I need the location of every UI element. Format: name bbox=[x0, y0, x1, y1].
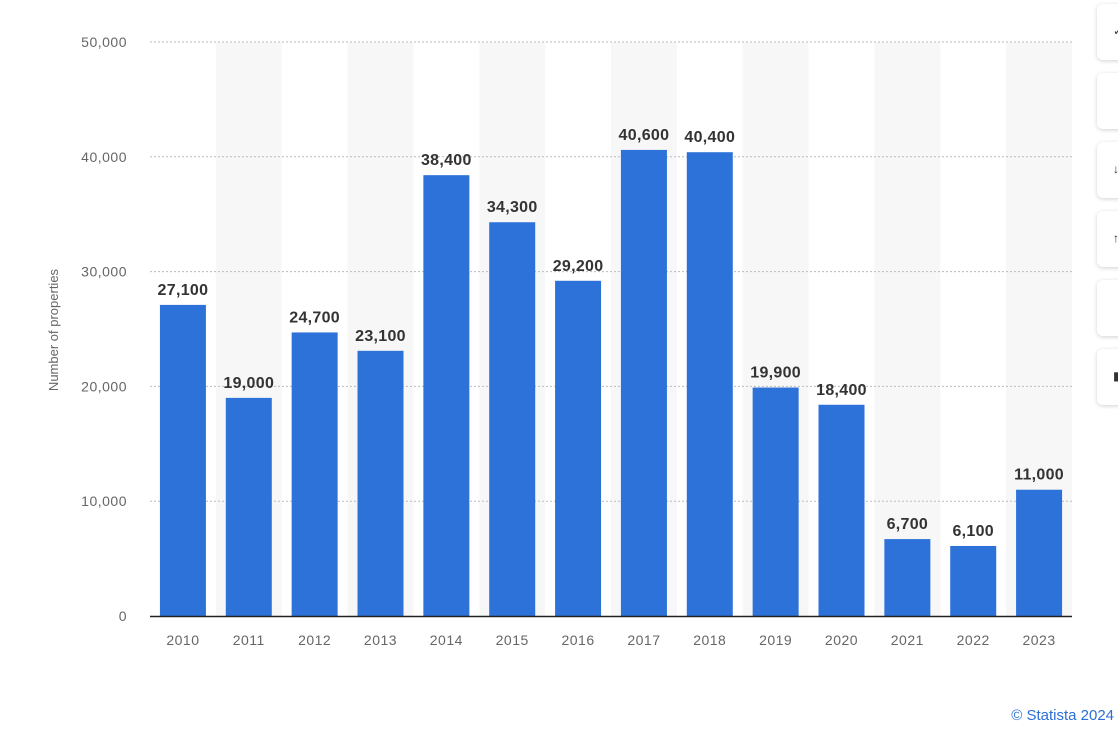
data-label-2014: 38,400 bbox=[421, 152, 472, 169]
data-label-2018: 40,400 bbox=[684, 129, 735, 146]
x-tick-label: 2022 bbox=[957, 632, 990, 648]
bar-2021[interactable] bbox=[884, 539, 931, 616]
bars bbox=[159, 149, 1063, 617]
data-label-2010: 27,100 bbox=[158, 282, 209, 299]
x-tick-label: 2019 bbox=[759, 632, 792, 648]
statista-credit-link[interactable]: © Statista 2024 bbox=[1011, 707, 1114, 724]
x-tick-label: 2018 bbox=[693, 632, 726, 648]
print-icon: ▮ bbox=[1113, 369, 1118, 383]
data-label-2016: 29,200 bbox=[553, 258, 604, 275]
toolbar-print-button[interactable]: ▮ bbox=[1097, 349, 1118, 405]
bar-2014[interactable] bbox=[423, 175, 470, 616]
y-tick-label: 20,000 bbox=[81, 378, 127, 394]
bar-2016[interactable] bbox=[555, 280, 602, 616]
data-label-2013: 23,100 bbox=[355, 328, 406, 345]
toolbar-star-button[interactable] bbox=[1097, 73, 1118, 129]
x-axis-ticks: 2010 2011 2012 2013 2014 2015 2016 2017 2018 2019… bbox=[166, 632, 1055, 648]
bar-2020[interactable] bbox=[818, 404, 865, 616]
y-tick-label: 10,000 bbox=[81, 493, 127, 509]
y-axis-ticks: 0 10,000 20,000 30,000 40,000 50,000 bbox=[81, 34, 127, 624]
x-tick-label: 2010 bbox=[166, 632, 199, 648]
data-labels: 27,100 19,000 24,700 23,100 38,400 34,300 29,2… bbox=[158, 127, 1064, 540]
x-tick-label: 2013 bbox=[364, 632, 397, 648]
x-tick-label: 2011 bbox=[233, 632, 265, 648]
toolbar-bell-button[interactable]: ✓ bbox=[1097, 4, 1118, 60]
bar-2012[interactable] bbox=[291, 332, 338, 616]
x-tick-label: 2014 bbox=[430, 632, 463, 648]
data-label-2017: 40,600 bbox=[619, 127, 670, 144]
x-tick-label: 2020 bbox=[825, 632, 858, 648]
bar-2013[interactable] bbox=[357, 350, 404, 616]
bar-2015[interactable] bbox=[489, 222, 536, 616]
toolbar-code-button[interactable] bbox=[1097, 280, 1118, 336]
bar-2011[interactable] bbox=[225, 397, 272, 616]
bar-2018[interactable] bbox=[686, 152, 733, 616]
toolbar-download-button[interactable]: ↓ bbox=[1097, 142, 1118, 198]
bar-2017[interactable] bbox=[620, 149, 667, 617]
share-icon: ↑ bbox=[1113, 231, 1118, 245]
data-label-2023: 11,000 bbox=[1014, 467, 1064, 484]
bell-icon: ✓ bbox=[1113, 24, 1118, 38]
data-label-2022: 6,100 bbox=[952, 523, 994, 540]
toolbar-share-button[interactable]: ↑ bbox=[1097, 211, 1118, 267]
bar-2019[interactable] bbox=[752, 387, 799, 616]
bar-2022[interactable] bbox=[950, 545, 997, 616]
data-label-2020: 18,400 bbox=[816, 382, 867, 399]
x-tick-label: 2016 bbox=[561, 632, 594, 648]
y-tick-label: 0 bbox=[119, 608, 127, 624]
x-tick-label: 2017 bbox=[627, 632, 660, 648]
x-tick-label: 2012 bbox=[298, 632, 331, 648]
x-tick-label: 2021 bbox=[891, 632, 924, 648]
download-icon: ↓ bbox=[1113, 162, 1118, 176]
bar-2023[interactable] bbox=[1016, 489, 1063, 616]
y-axis-label: Number of properties bbox=[46, 268, 61, 391]
data-label-2011: 19,000 bbox=[223, 375, 274, 392]
data-label-2012: 24,700 bbox=[289, 309, 340, 326]
x-tick-label: 2023 bbox=[1022, 632, 1055, 648]
data-label-2015: 34,300 bbox=[487, 199, 538, 216]
data-label-2019: 19,900 bbox=[750, 365, 801, 382]
y-tick-label: 50,000 bbox=[81, 34, 127, 50]
x-tick-label: 2015 bbox=[496, 632, 529, 648]
bar-2010[interactable] bbox=[159, 304, 206, 616]
y-tick-label: 30,000 bbox=[81, 264, 127, 280]
data-label-2021: 6,700 bbox=[887, 516, 929, 533]
category-band bbox=[874, 42, 941, 616]
y-tick-label: 40,000 bbox=[81, 149, 127, 165]
